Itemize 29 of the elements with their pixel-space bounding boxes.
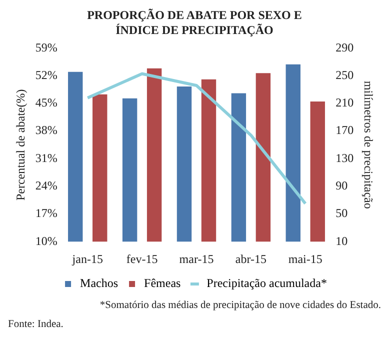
text: *Somatório das médias de precipitação de nove cidades do Estado. (98, 300, 381, 311)
y2-tick-label: 250 (336, 68, 354, 82)
legend-label: Precipitação acumulada* (206, 276, 327, 290)
y-axis-title: Percentual de abate(%) (13, 89, 28, 201)
y2-axis-title: milímetros de precipitação (362, 80, 376, 209)
y-tick-label: 24% (35, 178, 58, 192)
y2-tick-label: 50 (336, 206, 348, 220)
y-tick-label: 31% (35, 150, 58, 165)
y2-tick-label: 290 (336, 40, 354, 54)
y-tick-label: 10% (35, 234, 58, 248)
x-tick-label: jan-15 (71, 252, 103, 266)
legend-label: Fêmeas (144, 276, 182, 290)
y2-tick-label: 210 (336, 96, 354, 110)
x-tick-label: fev-15 (126, 252, 158, 266)
y-tick-label: 38% (35, 123, 58, 138)
y-tick-label: 17% (35, 206, 58, 220)
y2-tick-label: 130 (336, 150, 354, 165)
y-tick-label: 52% (35, 68, 58, 82)
chart-title: PROPORÇÃO DE ABATE POR SEXO E ÍNDICE DE PRECIPITAÇÃO (86, 8, 303, 38)
y2-tick-label: 10 (336, 234, 348, 248)
legend-label: Machos (80, 276, 118, 290)
y-tick-label: 45% (35, 96, 58, 110)
x-tick-label: mai-15 (288, 252, 322, 266)
y-tick-label: 59% (35, 40, 58, 54)
source-note: Fonte: Indea. (8, 319, 64, 330)
y2-tick-label: 90 (336, 178, 348, 192)
x-tick-label: abr-15 (235, 252, 266, 266)
y2-tick-label: 170 (336, 123, 354, 138)
x-tick-label: mar-15 (179, 252, 214, 266)
